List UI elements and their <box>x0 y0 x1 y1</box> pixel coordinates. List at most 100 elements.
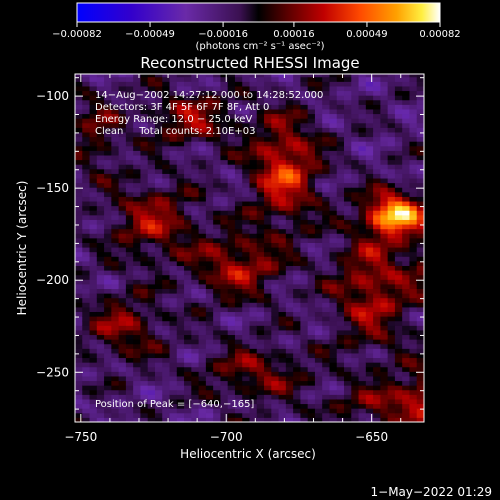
heatmap-cell <box>154 389 163 395</box>
heatmap-cell <box>213 297 221 303</box>
heatmap-cell <box>234 242 243 248</box>
heatmap-cell <box>220 311 229 317</box>
heatmap-cell <box>249 182 258 188</box>
heatmap-cell <box>307 366 316 372</box>
heatmap-cell <box>344 403 352 409</box>
heatmap-cell <box>271 408 280 414</box>
heatmap-cell <box>365 270 374 276</box>
heatmap-cell <box>220 408 229 414</box>
heatmap-cell <box>380 237 389 243</box>
heatmap-cell <box>249 159 258 165</box>
heatmap-cell <box>133 279 141 285</box>
heatmap-cell <box>118 74 127 78</box>
heatmap-cell <box>140 316 149 322</box>
heatmap-cell <box>242 306 250 313</box>
heatmap-cell <box>191 104 200 110</box>
heatmap-cell <box>307 113 316 119</box>
colorbar-tick-label: 0.00049 <box>346 29 387 40</box>
heatmap-cell <box>264 375 272 382</box>
heatmap-cell <box>96 99 105 105</box>
heatmap-cell <box>140 256 149 262</box>
heatmap-cell <box>264 371 272 377</box>
heatmap-cell <box>220 247 229 253</box>
heatmap-cell <box>402 164 410 170</box>
heatmap-cell <box>351 132 360 138</box>
heatmap-cell <box>75 164 83 170</box>
heatmap-cell <box>198 270 207 276</box>
heatmap-cell <box>380 334 389 340</box>
heatmap-cell <box>220 288 229 294</box>
heatmap-cell <box>314 247 323 253</box>
heatmap-cell <box>169 306 178 313</box>
heatmap-cell <box>249 141 258 147</box>
heatmap-cell <box>351 81 360 87</box>
heatmap-cell <box>147 279 156 285</box>
heatmap-cell <box>344 155 352 161</box>
heatmap-cell <box>387 334 396 340</box>
heatmap-cell <box>205 348 214 354</box>
heatmap-cell <box>227 132 236 138</box>
heatmap-cell <box>300 283 309 289</box>
heatmap-cell <box>125 270 134 276</box>
heatmap-cell <box>140 270 149 276</box>
heatmap-cell <box>329 302 338 308</box>
heatmap-cell <box>162 108 171 115</box>
heatmap-cell <box>256 205 265 211</box>
heatmap-cell <box>402 178 410 184</box>
heatmap-cell <box>220 113 229 119</box>
heatmap-cell <box>169 293 178 299</box>
heatmap-cell <box>220 306 229 313</box>
heatmap-cell <box>256 311 265 317</box>
heatmap-cell <box>133 191 141 197</box>
heatmap-cell <box>329 325 338 331</box>
heatmap-cell <box>176 348 185 354</box>
heatmap-cell <box>285 302 294 308</box>
heatmap-cell <box>242 343 250 349</box>
heatmap-cell <box>329 155 338 161</box>
heatmap-cell <box>344 343 352 349</box>
heatmap-cell <box>220 122 229 128</box>
heatmap-cell <box>322 316 330 322</box>
heatmap-cell <box>234 371 243 377</box>
heatmap-cell <box>293 159 301 165</box>
heatmap-cell <box>249 302 258 308</box>
heatmap-cell <box>234 352 243 359</box>
heatmap-cell <box>380 297 389 303</box>
heatmap-cell <box>125 325 134 331</box>
heatmap-cell <box>75 145 83 151</box>
heatmap-cell <box>314 219 323 225</box>
heatmap-cell <box>140 95 149 101</box>
heatmap-cell <box>278 362 287 368</box>
heatmap-cell <box>300 76 309 82</box>
heatmap-cell <box>336 155 345 161</box>
heatmap-cell <box>184 145 192 151</box>
heatmap-cell <box>198 371 207 377</box>
heatmap-cell <box>96 132 105 138</box>
heatmap-cell <box>256 352 265 359</box>
heatmap-cell <box>409 155 418 161</box>
heatmap-cell <box>118 274 127 280</box>
heatmap-cell <box>358 380 367 386</box>
heatmap-cell <box>205 394 214 400</box>
heatmap-cell <box>307 122 316 128</box>
heatmap-cell <box>82 122 91 128</box>
heatmap-cell <box>351 145 360 151</box>
heatmap-cell <box>336 251 345 257</box>
heatmap-cell <box>365 288 374 294</box>
heatmap-cell <box>300 136 309 142</box>
heatmap-cell <box>278 320 287 326</box>
heatmap-cell <box>234 403 243 409</box>
heatmap-cell <box>344 201 352 207</box>
heatmap-cell <box>133 283 141 289</box>
heatmap-cell <box>242 214 250 220</box>
heatmap-cell <box>140 320 149 326</box>
heatmap-cell <box>394 274 403 280</box>
heatmap-cell <box>169 417 178 422</box>
heatmap-cell <box>285 145 294 151</box>
heatmap-cell <box>176 375 185 382</box>
heatmap-cell <box>242 108 250 115</box>
heatmap-cell <box>365 316 374 322</box>
heatmap-cell <box>402 320 410 326</box>
heatmap-cell <box>249 233 258 239</box>
heatmap-cell <box>336 394 345 400</box>
